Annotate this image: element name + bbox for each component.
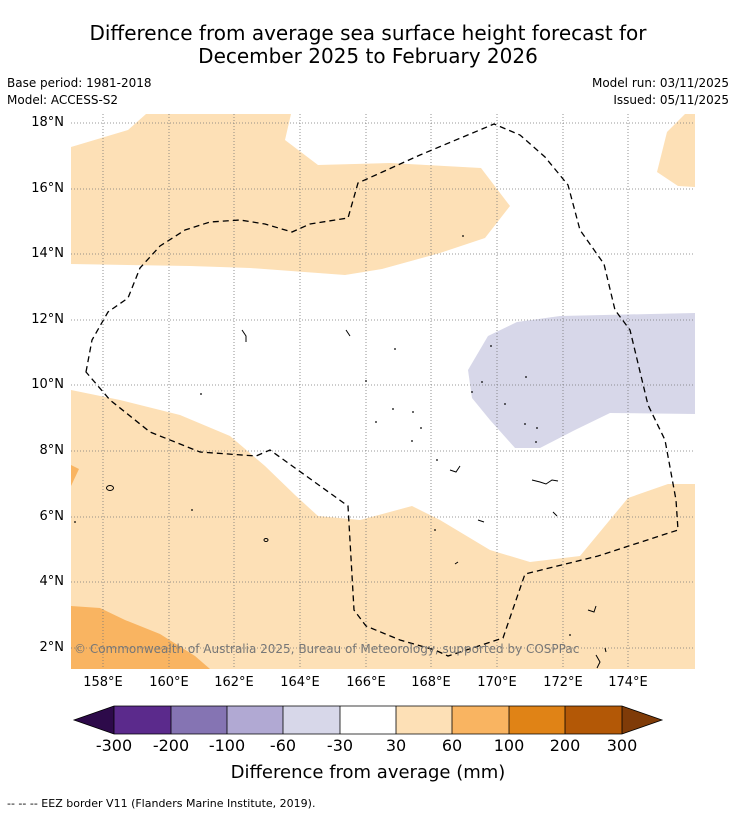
lat-label: 12°N <box>31 312 64 327</box>
anomaly-region-south-strong <box>71 606 210 669</box>
copyright-notice: © Commonwealth of Australia 2025, Bureau… <box>74 642 580 656</box>
island <box>375 421 377 423</box>
island <box>74 521 76 523</box>
colorbar-tick-label: 60 <box>441 736 463 755</box>
island <box>471 391 473 393</box>
graticule <box>71 114 695 669</box>
chart-title: Difference from average sea surface heig… <box>0 22 736 68</box>
title-line-2: December 2025 to February 2026 <box>198 44 538 68</box>
island <box>420 427 422 429</box>
island <box>263 538 269 542</box>
lon-label: 168°E <box>411 675 451 690</box>
colorbar-tick-label: 300 <box>606 736 638 755</box>
anomaly-region-north <box>71 114 510 275</box>
colorbar-segment <box>114 706 171 734</box>
colorbar-segment <box>452 706 509 734</box>
island <box>490 345 492 347</box>
island <box>200 393 202 395</box>
lat-label: 8°N <box>39 443 65 458</box>
lat-label: 16°N <box>31 181 64 196</box>
colorbar-max-arrow <box>622 706 662 734</box>
lat-label: 10°N <box>31 377 64 392</box>
colorbar-tick-label: 100 <box>493 736 525 755</box>
meta-right: Model run: 03/11/2025 Issued: 05/11/2025 <box>592 75 729 109</box>
colorbar-segment <box>171 706 227 734</box>
lon-label: 170°E <box>477 675 517 690</box>
title-line-1: Difference from average sea surface heig… <box>89 21 647 45</box>
colorbar <box>72 705 664 735</box>
colorbar-tick-label: -200 <box>152 736 190 755</box>
island <box>394 348 396 350</box>
colorbar-tick-label: -300 <box>95 736 133 755</box>
meta-left: Base period: 1981-2018 Model: ACCESS-S2 <box>7 75 152 109</box>
islands <box>106 329 607 669</box>
island <box>462 235 464 237</box>
lon-label: 164°E <box>280 675 320 690</box>
eez-border <box>85 123 679 657</box>
island <box>604 647 607 653</box>
base-period: Base period: 1981-2018 <box>7 76 152 90</box>
map-area <box>71 114 695 669</box>
colorbar-min-arrow <box>74 706 114 734</box>
anomaly-region-northeast <box>657 114 695 187</box>
anomaly-region-west-small <box>71 465 79 486</box>
island <box>525 376 527 378</box>
colorbar-tick-label: 30 <box>385 736 407 755</box>
island <box>536 427 538 429</box>
colorbar-segment <box>396 706 452 734</box>
lat-label: 18°N <box>31 115 64 130</box>
colorbar-tick-label: -60 <box>269 736 297 755</box>
colorbar-segment <box>227 706 283 734</box>
lon-label: 160°E <box>149 675 189 690</box>
island <box>552 511 558 517</box>
island <box>524 423 526 425</box>
island <box>535 441 537 443</box>
island <box>106 485 114 491</box>
island <box>365 380 367 382</box>
island <box>504 403 506 405</box>
island <box>411 440 413 442</box>
lon-label: 174°E <box>608 675 648 690</box>
colorbar-title: Difference from average (mm) <box>230 762 506 783</box>
model-name: Model: ACCESS-S2 <box>7 93 119 107</box>
lat-label: 6°N <box>39 509 65 524</box>
anomaly-region-south <box>71 390 695 669</box>
colorbar-segment <box>565 706 622 734</box>
colorbar-segment <box>283 706 340 734</box>
island <box>449 465 461 473</box>
lat-label: 4°N <box>39 574 65 589</box>
island <box>587 605 597 613</box>
model-run: Model run: 03/11/2025 <box>591 76 729 90</box>
lat-label: 14°N <box>31 246 64 261</box>
island <box>454 561 459 565</box>
island <box>595 654 601 669</box>
colorbar-segment <box>340 706 396 734</box>
island <box>477 519 485 523</box>
island <box>412 411 414 413</box>
island-dots <box>74 235 571 636</box>
lon-label: 162°E <box>214 675 254 690</box>
anomaly-region-negative <box>468 313 695 448</box>
island <box>531 479 559 485</box>
lon-label: 158°E <box>83 675 123 690</box>
colorbar-segment <box>509 706 565 734</box>
island <box>436 459 438 461</box>
island <box>241 329 247 342</box>
lat-label: 2°N <box>39 640 65 655</box>
island <box>345 329 351 337</box>
colorbar-dividers <box>113 706 623 734</box>
colorbar-tick-label: -30 <box>326 736 354 755</box>
issued-date: Issued: 05/11/2025 <box>613 93 729 107</box>
lon-label: 172°E <box>543 675 583 690</box>
lon-label: 166°E <box>346 675 386 690</box>
eez-legend-note: -- -- -- EEZ border V11 (Flanders Marine… <box>7 797 316 810</box>
island <box>434 529 436 531</box>
island <box>569 634 571 636</box>
island <box>392 408 394 410</box>
island <box>481 381 483 383</box>
colorbar-tick-label: -100 <box>208 736 246 755</box>
island <box>191 509 193 511</box>
colorbar-tick-label: 200 <box>549 736 581 755</box>
